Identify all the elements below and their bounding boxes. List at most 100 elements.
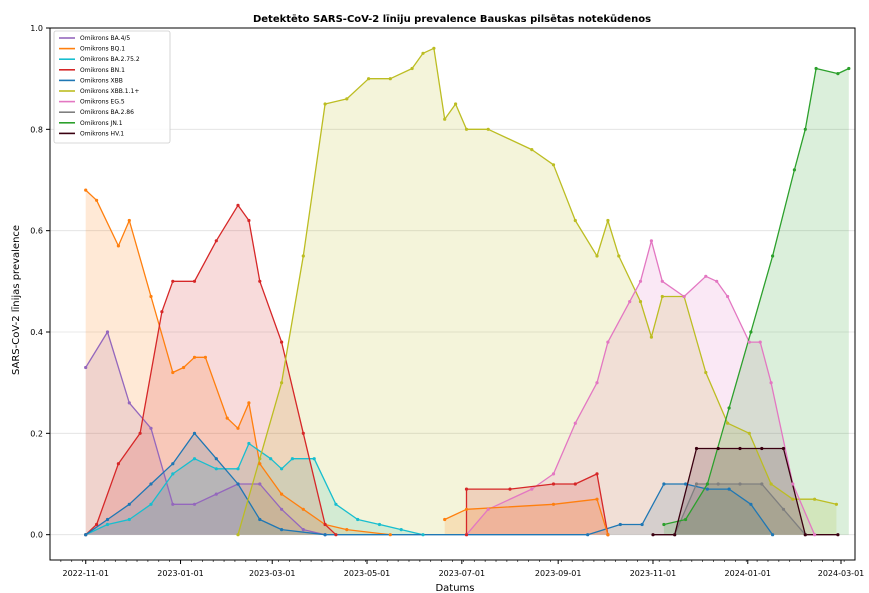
data-point bbox=[236, 426, 240, 430]
data-point bbox=[225, 416, 229, 420]
data-point bbox=[551, 472, 556, 476]
x-tick-label: 2023-07-01 bbox=[439, 569, 486, 578]
data-point bbox=[813, 533, 817, 537]
data-point bbox=[192, 279, 197, 283]
data-point bbox=[760, 446, 764, 451]
data-point bbox=[694, 482, 699, 486]
data-point bbox=[638, 279, 643, 283]
data-point bbox=[803, 533, 807, 537]
data-point bbox=[551, 482, 556, 486]
data-point bbox=[595, 381, 599, 385]
data-point bbox=[551, 163, 556, 167]
data-point bbox=[280, 467, 284, 471]
legend-entry: Omikrons BQ.1 bbox=[80, 46, 125, 53]
data-point bbox=[443, 117, 447, 121]
data-point bbox=[171, 370, 175, 375]
data-point bbox=[464, 487, 469, 491]
series-line-0 bbox=[85, 331, 326, 536]
legend-box bbox=[53, 30, 171, 144]
data-point bbox=[684, 517, 688, 522]
data-point bbox=[269, 457, 273, 461]
data-point bbox=[236, 467, 240, 471]
data-point bbox=[792, 168, 797, 172]
data-point bbox=[214, 492, 218, 496]
data-point bbox=[464, 507, 469, 511]
data-point bbox=[84, 533, 88, 537]
data-point bbox=[149, 482, 153, 486]
data-point bbox=[628, 300, 632, 304]
data-point bbox=[116, 462, 120, 466]
data-point bbox=[171, 279, 175, 283]
data-point bbox=[464, 533, 469, 537]
series-line-6 bbox=[466, 240, 816, 536]
data-point bbox=[301, 254, 305, 258]
data-point bbox=[312, 457, 316, 461]
series-area-11 bbox=[444, 499, 608, 535]
data-point bbox=[749, 502, 753, 506]
data-point bbox=[301, 431, 305, 435]
x-axis-ticks: 2022-11-01 2023-01-01 2023-03-01 2023-05-01… bbox=[60, 560, 864, 578]
data-point bbox=[105, 522, 110, 527]
data-point bbox=[323, 102, 327, 106]
data-point bbox=[323, 522, 327, 527]
x-axis-label: Datums bbox=[435, 583, 474, 593]
data-point bbox=[684, 482, 688, 486]
data-point bbox=[236, 482, 240, 486]
series-line-2 bbox=[85, 442, 424, 536]
data-point bbox=[203, 355, 207, 359]
data-point bbox=[192, 431, 197, 435]
data-point bbox=[660, 279, 664, 283]
legend-entry: Omikrons XBB bbox=[80, 77, 123, 84]
data-point bbox=[606, 533, 610, 537]
data-point bbox=[290, 457, 294, 461]
legend: Omikrons BA.4/5 Omikrons BQ.1 Omikrons BA.… bbox=[53, 30, 171, 144]
data-point bbox=[704, 274, 708, 278]
data-point bbox=[715, 279, 719, 283]
series-line-5 bbox=[237, 47, 837, 535]
series-line-4 bbox=[85, 432, 774, 536]
data-point bbox=[747, 431, 751, 435]
series-area-2 bbox=[85, 443, 423, 535]
data-point bbox=[618, 522, 622, 527]
data-point bbox=[214, 467, 218, 471]
data-point bbox=[192, 457, 197, 461]
data-point bbox=[388, 77, 392, 81]
data-point bbox=[486, 507, 490, 511]
data-point bbox=[640, 522, 644, 527]
data-point bbox=[705, 482, 710, 486]
y-tick-label: 0.2 bbox=[30, 429, 43, 438]
data-point bbox=[638, 300, 643, 304]
data-point bbox=[573, 218, 577, 223]
data-point bbox=[95, 198, 99, 202]
data-point bbox=[345, 528, 349, 532]
data-point bbox=[192, 502, 197, 506]
data-point bbox=[258, 457, 262, 461]
data-point bbox=[758, 340, 762, 344]
data-point bbox=[214, 457, 218, 461]
data-point bbox=[160, 310, 164, 314]
data-point bbox=[771, 533, 775, 537]
x-tick-label: 2023-03-01 bbox=[249, 569, 296, 578]
data-point bbox=[171, 502, 175, 506]
data-point bbox=[727, 406, 731, 410]
data-point bbox=[673, 533, 677, 537]
data-point bbox=[617, 254, 621, 258]
data-point bbox=[771, 254, 775, 258]
data-point bbox=[334, 502, 338, 506]
data-point bbox=[662, 482, 666, 486]
series-area-1 bbox=[85, 190, 391, 535]
data-point bbox=[747, 340, 751, 344]
series-area-8 bbox=[663, 68, 849, 535]
legend-entry: Omikrons BN.1 bbox=[80, 67, 125, 74]
data-point bbox=[127, 218, 131, 223]
data-point bbox=[127, 401, 131, 405]
data-point bbox=[301, 528, 305, 532]
data-point bbox=[486, 127, 490, 131]
data-point bbox=[573, 482, 577, 486]
data-point bbox=[508, 487, 512, 491]
data-point bbox=[95, 522, 99, 527]
data-point bbox=[834, 502, 839, 506]
data-point bbox=[595, 254, 599, 258]
data-point bbox=[781, 446, 786, 451]
data-point bbox=[258, 279, 262, 283]
